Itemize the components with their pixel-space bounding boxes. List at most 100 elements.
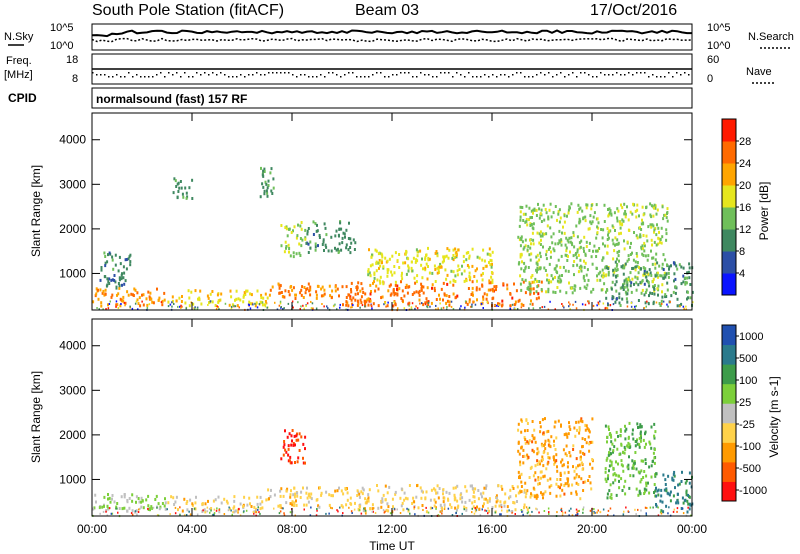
colorbar-frame <box>721 324 737 502</box>
data-cell <box>657 293 659 297</box>
data-cell <box>288 247 291 250</box>
data-cell <box>93 506 96 510</box>
data-cell <box>495 494 498 498</box>
data-cell <box>662 253 665 257</box>
data-cell <box>607 453 610 457</box>
data-cell <box>537 450 540 454</box>
data-cell <box>279 291 281 295</box>
data-cell <box>649 213 652 217</box>
data-cell <box>368 488 371 492</box>
data-cell <box>532 307 535 310</box>
data-cell <box>401 271 403 275</box>
data-cell <box>114 263 117 267</box>
data-cell <box>543 218 546 222</box>
data-cell <box>191 502 194 506</box>
data-cell <box>642 459 645 463</box>
data-cell <box>570 507 572 510</box>
data-cell <box>237 511 239 514</box>
data-cell <box>648 465 651 469</box>
data-cell <box>519 218 522 222</box>
data-cell <box>443 259 445 263</box>
data-cell <box>575 514 577 517</box>
data-cell <box>623 202 626 206</box>
data-cell <box>517 235 520 239</box>
data-cell <box>683 307 685 310</box>
data-cell <box>645 275 648 279</box>
data-cell <box>276 308 279 311</box>
data-cell <box>256 495 259 499</box>
data-cell <box>619 428 622 432</box>
nave-point <box>496 76 498 78</box>
data-cell <box>522 219 525 222</box>
data-cell <box>666 263 668 267</box>
data-cell <box>481 283 484 287</box>
data-cell <box>654 430 657 434</box>
data-cell <box>457 248 460 252</box>
data-cell <box>415 305 417 308</box>
data-cell <box>106 283 109 287</box>
data-cell <box>156 506 158 509</box>
data-cell <box>682 280 685 284</box>
data-cell <box>563 492 566 496</box>
data-cell <box>618 259 620 263</box>
data-cell <box>303 286 306 289</box>
data-cell <box>668 265 671 269</box>
data-cell <box>280 457 283 461</box>
colorbar-tick-label: -500 <box>739 463 761 475</box>
data-cell <box>570 491 573 495</box>
data-cell <box>563 220 566 224</box>
data-cell <box>372 507 375 510</box>
data-cell <box>575 481 578 485</box>
data-cell <box>535 496 538 500</box>
nave-point <box>112 76 114 78</box>
data-cell <box>660 488 663 492</box>
data-cell <box>526 223 529 227</box>
data-cell <box>640 434 642 438</box>
data-cell <box>629 210 632 214</box>
data-cell <box>644 267 647 271</box>
data-cell <box>638 214 640 218</box>
data-cell <box>118 276 121 280</box>
data-cell <box>621 218 624 222</box>
nave-point <box>244 76 246 78</box>
nave-point <box>616 72 618 74</box>
data-cell <box>158 507 161 511</box>
data-cell <box>415 248 418 252</box>
data-cell <box>362 488 365 492</box>
data-cell <box>523 261 526 265</box>
data-cell <box>437 307 439 310</box>
data-cell <box>364 292 367 296</box>
data-cell <box>622 450 624 454</box>
data-cell <box>464 500 467 504</box>
data-cell <box>656 271 659 275</box>
data-cell <box>299 237 302 240</box>
data-cell <box>642 476 645 479</box>
data-cell <box>616 257 618 261</box>
data-cell <box>473 500 476 503</box>
data-cell <box>572 303 574 306</box>
data-cell <box>129 305 131 308</box>
data-cell <box>106 504 109 508</box>
data-cell <box>358 492 361 496</box>
data-cell <box>673 279 675 283</box>
data-cell <box>560 243 563 247</box>
data-cell <box>550 280 553 284</box>
y-tick-label: 2000 <box>59 428 86 442</box>
data-cell <box>542 496 544 500</box>
data-cell <box>123 493 126 497</box>
data-cell <box>453 498 456 502</box>
data-cell <box>122 295 125 299</box>
data-cell <box>227 509 230 512</box>
data-cell <box>454 506 457 510</box>
data-cell <box>582 274 585 278</box>
nave-point <box>116 74 118 76</box>
data-cell <box>627 435 630 439</box>
data-cell <box>559 216 562 220</box>
data-cell <box>617 462 619 466</box>
data-cell <box>640 222 643 226</box>
data-cell <box>556 218 558 222</box>
data-cell <box>625 297 628 301</box>
data-cell <box>421 276 424 280</box>
data-cell <box>647 254 650 258</box>
data-cell <box>316 509 318 512</box>
